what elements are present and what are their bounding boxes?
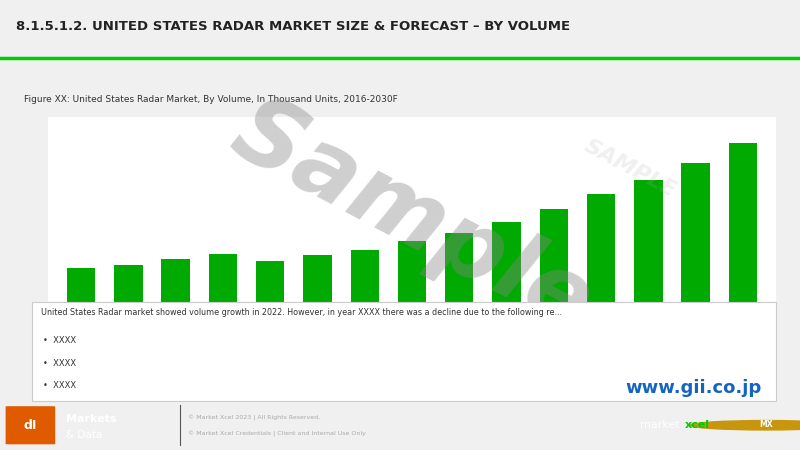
Bar	[114, 265, 142, 302]
Bar	[492, 222, 521, 302]
Text: 8.1.5.1.2. UNITED STATES RADAR MARKET SIZE & FORECAST – BY VOLUME: 8.1.5.1.2. UNITED STATES RADAR MARKET SI…	[16, 20, 570, 33]
Text: © Market Xcel Credentials | Client and Internal Use Only: © Market Xcel Credentials | Client and I…	[188, 431, 366, 437]
Text: xcel: xcel	[685, 420, 710, 430]
Text: SAMPLE: SAMPLE	[581, 136, 680, 201]
FancyBboxPatch shape	[32, 302, 776, 400]
Bar	[67, 268, 95, 302]
Text: Figure XX: United States Radar Market, By Volume, In Thousand Units, 2016-2030F: Figure XX: United States Radar Market, B…	[24, 94, 398, 104]
Text: © Market Xcel 2023 | All Rights Reserved.: © Market Xcel 2023 | All Rights Reserved…	[188, 415, 320, 421]
Bar	[445, 233, 474, 302]
Text: www.gii.co.jp: www.gii.co.jp	[625, 378, 761, 396]
Text: United States Radar market showed volume growth in 2022. However, in year XXXX t: United States Radar market showed volume…	[41, 308, 562, 317]
FancyBboxPatch shape	[6, 406, 55, 444]
Text: Markets: Markets	[66, 414, 116, 424]
Text: •  XXXX: • XXXX	[43, 336, 76, 345]
Bar	[350, 250, 379, 302]
Text: Sample: Sample	[216, 86, 608, 351]
Text: & Data: & Data	[66, 430, 102, 440]
Bar	[398, 241, 426, 302]
Text: dI: dI	[24, 419, 37, 432]
Bar	[587, 194, 615, 302]
Text: market: market	[640, 420, 680, 430]
Bar	[209, 253, 237, 302]
Bar	[162, 259, 190, 302]
Bar	[540, 209, 568, 302]
Bar	[634, 180, 662, 302]
Bar	[682, 163, 710, 302]
Bar	[729, 143, 757, 302]
Circle shape	[690, 421, 800, 430]
Text: MX: MX	[759, 420, 774, 429]
Bar	[303, 256, 332, 302]
Text: •  XXXX: • XXXX	[43, 359, 76, 368]
Text: •  XXXX: • XXXX	[43, 381, 76, 390]
Bar	[256, 261, 284, 302]
